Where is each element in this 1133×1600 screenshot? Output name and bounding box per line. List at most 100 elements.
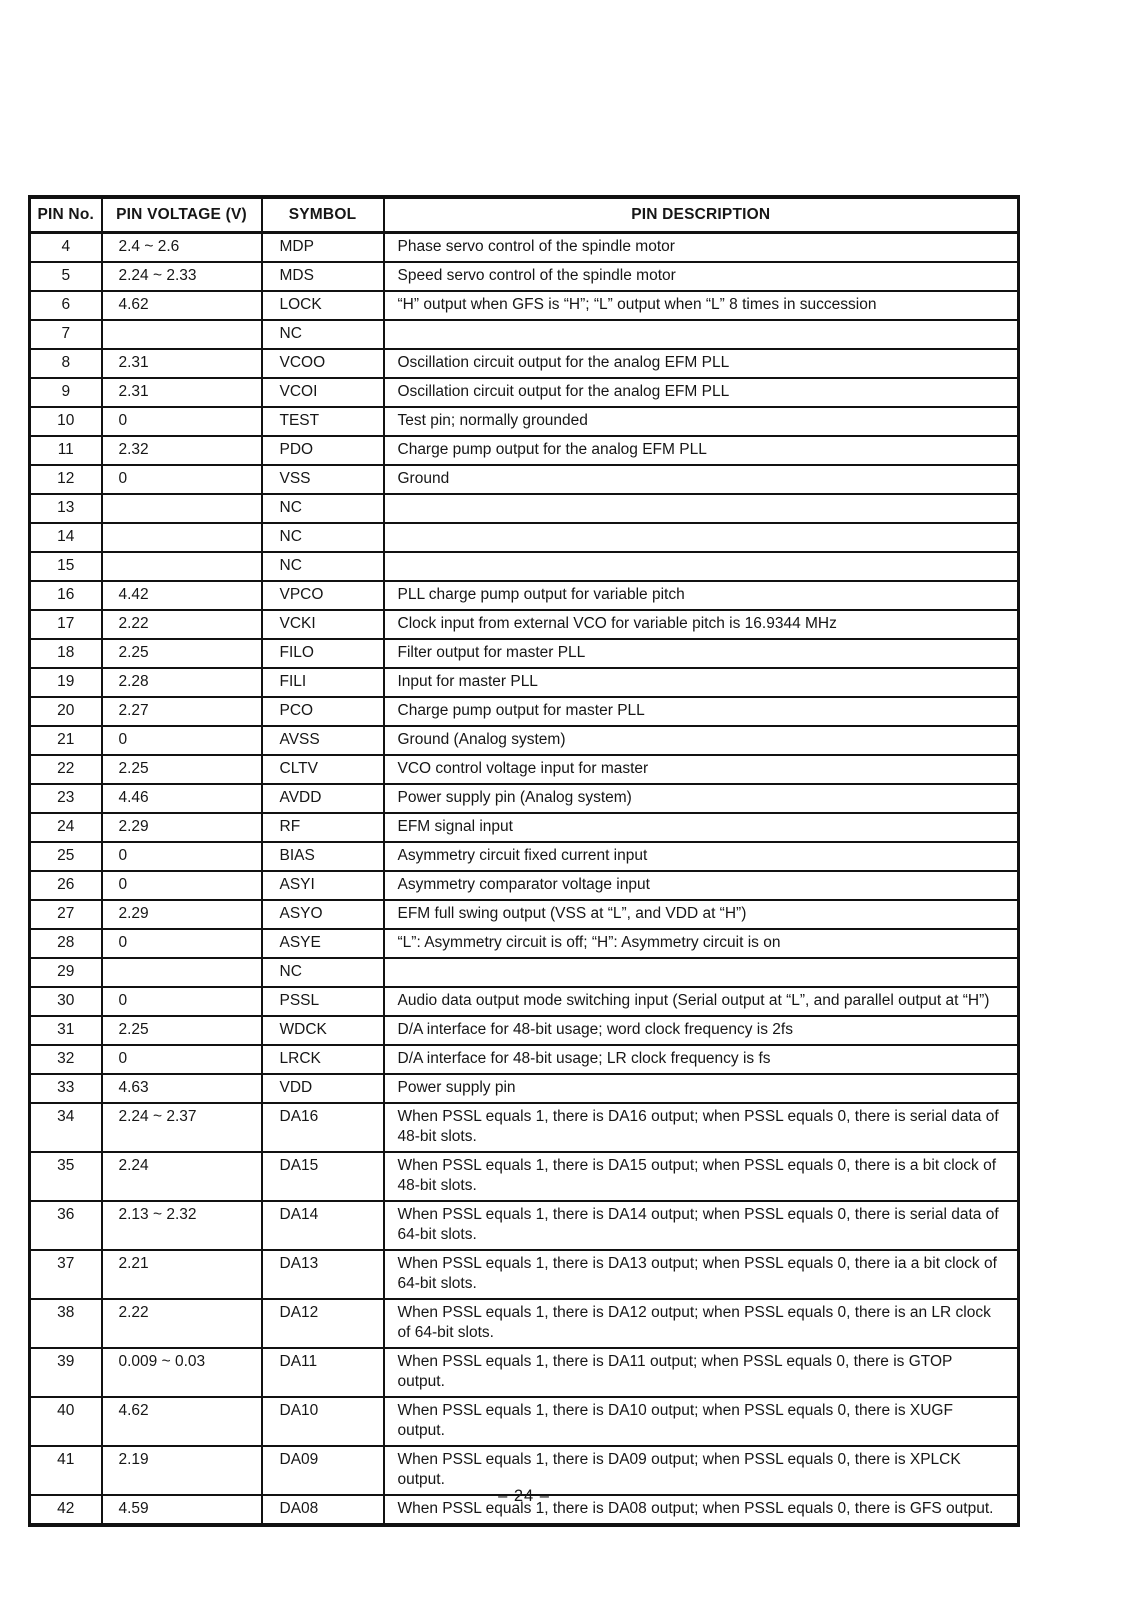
cell-pin-number: 40 (28, 1396, 103, 1447)
cell-pin-voltage: 2.29 (100, 899, 263, 930)
cell-symbol: VDD (260, 1073, 385, 1104)
table-row: 15 NC (28, 551, 1020, 582)
cell-pin-number: 24 (28, 812, 103, 843)
cell-pin-number: 12 (28, 464, 103, 495)
cell-pin-voltage (100, 551, 263, 582)
cell-pin-description: Charge pump output for master PLL (382, 696, 1020, 727)
cell-pin-number: 29 (28, 957, 103, 988)
cell-pin-description: Charge pump output for the analog EFM PL… (382, 435, 1020, 466)
cell-pin-voltage (100, 319, 263, 350)
cell-pin-description: EFM full swing output (VSS at “L”, and V… (382, 899, 1020, 930)
table-row: 42 4.59 DA08 When PSSL equals 1, there i… (28, 1494, 1020, 1526)
cell-pin-number: 7 (28, 319, 103, 350)
cell-pin-number: 4 (28, 231, 103, 263)
cell-symbol: FILI (260, 667, 385, 698)
cell-pin-number: 18 (28, 638, 103, 669)
cell-pin-voltage: 0.009 ~ 0.03 (100, 1347, 263, 1398)
cell-pin-description: When PSSL equals 1, there is DA14 output… (382, 1200, 1020, 1251)
table-row: 23 4.46 AVDD Power supply pin (Analog sy… (28, 783, 1020, 814)
cell-pin-description: “L”: Asymmetry circuit is off; “H”: Asym… (382, 928, 1020, 959)
cell-pin-number: 23 (28, 783, 103, 814)
cell-pin-description: “H” output when GFS is “H”; “L” output w… (382, 290, 1020, 321)
table-body: 4 2.4 ~ 2.6 MDP Phase servo control of t… (28, 231, 1020, 1526)
cell-pin-voltage: 2.21 (100, 1249, 263, 1300)
cell-pin-voltage: 0 (100, 841, 263, 872)
cell-pin-number: 38 (28, 1298, 103, 1349)
cell-pin-number: 42 (28, 1494, 103, 1526)
cell-pin-voltage: 0 (100, 928, 263, 959)
cell-pin-number: 30 (28, 986, 103, 1017)
cell-pin-description (382, 319, 1020, 350)
cell-symbol: LRCK (260, 1044, 385, 1075)
table-row: 21 0 AVSS Ground (Analog system) (28, 725, 1020, 756)
cell-pin-voltage (100, 522, 263, 553)
table-header-row: PIN No. PIN VOLTAGE (V) SYMBOL PIN DESCR… (28, 196, 1020, 234)
cell-pin-number: 21 (28, 725, 103, 756)
cell-pin-description: Power supply pin (382, 1073, 1020, 1104)
cell-pin-description: PLL charge pump output for variable pitc… (382, 580, 1020, 611)
cell-pin-voltage: 2.22 (100, 1298, 263, 1349)
cell-pin-voltage: 4.62 (100, 290, 263, 321)
cell-symbol: DA11 (260, 1347, 385, 1398)
cell-symbol: NC (260, 493, 385, 524)
cell-symbol: NC (260, 319, 385, 350)
cell-pin-voltage: 2.31 (100, 348, 263, 379)
cell-symbol: DA10 (260, 1396, 385, 1447)
cell-symbol: DA12 (260, 1298, 385, 1349)
cell-pin-voltage: 2.32 (100, 435, 263, 466)
cell-pin-description: When PSSL equals 1, there is DA16 output… (382, 1102, 1020, 1153)
table-row: 33 4.63 VDD Power supply pin (28, 1073, 1020, 1104)
cell-pin-description: When PSSL equals 1, there is DA11 output… (382, 1347, 1020, 1398)
cell-pin-voltage: 2.13 ~ 2.32 (100, 1200, 263, 1251)
cell-symbol: DA09 (260, 1445, 385, 1496)
cell-symbol: VSS (260, 464, 385, 495)
cell-symbol: MDS (260, 261, 385, 292)
cell-pin-number: 22 (28, 754, 103, 785)
cell-pin-description: Oscillation circuit output for the analo… (382, 348, 1020, 379)
cell-pin-number: 36 (28, 1200, 103, 1251)
cell-symbol: DA08 (260, 1494, 385, 1526)
cell-symbol: DA13 (260, 1249, 385, 1300)
table-row: 27 2.29 ASYO EFM full swing output (VSS … (28, 899, 1020, 930)
table-row: 7 NC (28, 319, 1020, 350)
cell-pin-description: Audio data output mode switching input (… (382, 986, 1020, 1017)
cell-pin-number: 9 (28, 377, 103, 408)
cell-pin-voltage: 2.24 ~ 2.33 (100, 261, 263, 292)
cell-pin-description: Ground (382, 464, 1020, 495)
cell-pin-number: 10 (28, 406, 103, 437)
cell-symbol: PDO (260, 435, 385, 466)
cell-symbol: MDP (260, 231, 385, 263)
cell-pin-number: 5 (28, 261, 103, 292)
table-row: 20 2.27 PCO Charge pump output for maste… (28, 696, 1020, 727)
cell-pin-number: 17 (28, 609, 103, 640)
cell-pin-description: When PSSL equals 1, there is DA13 output… (382, 1249, 1020, 1300)
cell-pin-number: 35 (28, 1151, 103, 1202)
cell-pin-voltage: 4.46 (100, 783, 263, 814)
table-row: 13 NC (28, 493, 1020, 524)
cell-symbol: CLTV (260, 754, 385, 785)
table-row: 17 2.22 VCKI Clock input from external V… (28, 609, 1020, 640)
cell-pin-number: 26 (28, 870, 103, 901)
header-pin-description: PIN DESCRIPTION (382, 196, 1020, 234)
cell-pin-voltage: 2.19 (100, 1445, 263, 1496)
cell-pin-number: 34 (28, 1102, 103, 1153)
cell-pin-description: VCO control voltage input for master (382, 754, 1020, 785)
cell-pin-voltage: 4.59 (100, 1494, 263, 1526)
cell-pin-description: Asymmetry circuit fixed current input (382, 841, 1020, 872)
table-row: 32 0 LRCK D/A interface for 48-bit usage… (28, 1044, 1020, 1075)
cell-pin-voltage: 2.4 ~ 2.6 (100, 231, 263, 263)
cell-symbol: NC (260, 551, 385, 582)
table-row: 25 0 BIAS Asymmetry circuit fixed curren… (28, 841, 1020, 872)
cell-pin-number: 28 (28, 928, 103, 959)
cell-pin-description: Ground (Analog system) (382, 725, 1020, 756)
cell-symbol: ASYE (260, 928, 385, 959)
cell-pin-number: 6 (28, 290, 103, 321)
cell-symbol: NC (260, 522, 385, 553)
cell-pin-number: 33 (28, 1073, 103, 1104)
cell-pin-voltage: 0 (100, 986, 263, 1017)
cell-pin-description: Asymmetry comparator voltage input (382, 870, 1020, 901)
cell-pin-voltage: 2.25 (100, 638, 263, 669)
cell-pin-voltage: 0 (100, 725, 263, 756)
table-row: 34 2.24 ~ 2.37 DA16 When PSSL equals 1, … (28, 1102, 1020, 1153)
table-row: 4 2.4 ~ 2.6 MDP Phase servo control of t… (28, 231, 1020, 263)
